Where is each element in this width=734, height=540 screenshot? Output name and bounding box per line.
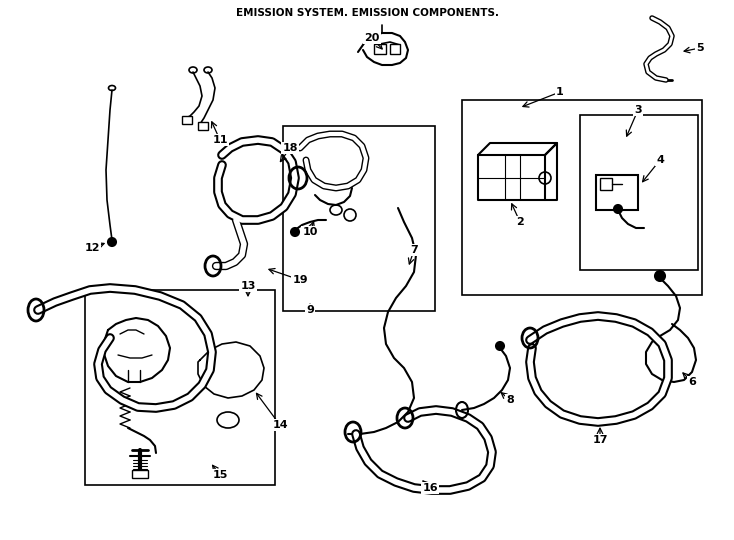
Text: 11: 11 (212, 135, 228, 145)
Circle shape (291, 228, 299, 236)
Bar (390, 44, 400, 54)
Bar (374, 44, 386, 54)
Text: 18: 18 (283, 143, 298, 153)
Circle shape (108, 238, 116, 246)
Text: 1: 1 (556, 87, 564, 97)
Text: 7: 7 (410, 245, 418, 255)
Text: EMISSION SYSTEM. EMISSION COMPONENTS.: EMISSION SYSTEM. EMISSION COMPONENTS. (236, 8, 498, 18)
Text: 5: 5 (696, 43, 704, 53)
Text: 6: 6 (688, 377, 696, 387)
Text: 19: 19 (292, 275, 308, 285)
Text: 15: 15 (212, 470, 228, 480)
Bar (85, 290, 275, 485)
Bar (596, 175, 638, 210)
Text: 3: 3 (634, 105, 642, 115)
Text: 10: 10 (302, 227, 318, 237)
Bar (198, 122, 208, 130)
Circle shape (655, 271, 665, 281)
Bar (182, 116, 192, 124)
Text: 9: 9 (306, 305, 314, 315)
Bar (283, 126, 435, 311)
Bar (132, 470, 148, 478)
Text: 4: 4 (656, 155, 664, 165)
Bar (462, 100, 702, 295)
Text: 17: 17 (592, 435, 608, 445)
Bar (580, 115, 698, 270)
Text: 14: 14 (272, 420, 288, 430)
Bar (600, 178, 612, 190)
Text: 16: 16 (422, 483, 437, 493)
Circle shape (614, 205, 622, 213)
Text: 20: 20 (364, 33, 379, 43)
Text: 8: 8 (506, 395, 514, 405)
Text: 13: 13 (240, 281, 255, 291)
Text: 2: 2 (516, 217, 524, 227)
Circle shape (496, 342, 504, 350)
Text: 12: 12 (84, 243, 100, 253)
